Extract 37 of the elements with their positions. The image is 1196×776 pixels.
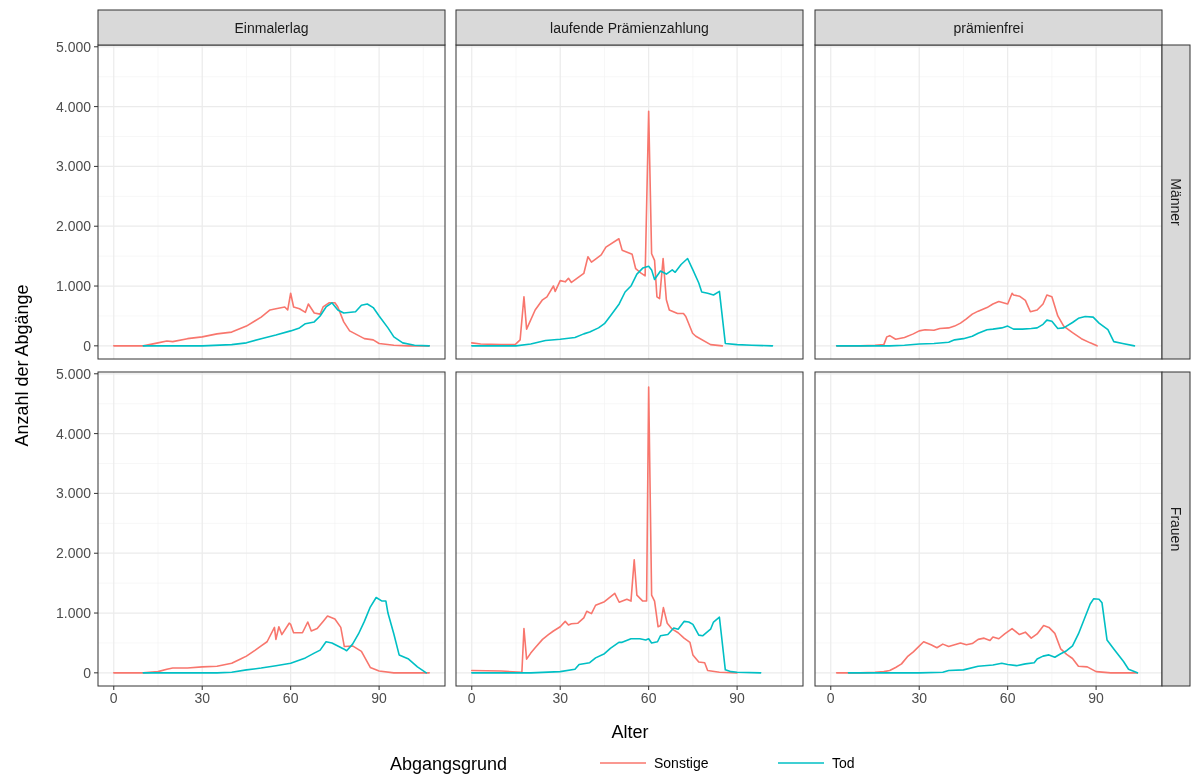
legend-label: Tod — [832, 755, 855, 771]
x-tick-label: 0 — [109, 690, 118, 706]
y-tick-label: 2.000 — [55, 218, 92, 235]
x-tick-label: 30 — [911, 690, 928, 706]
y-tick-label: 0 — [83, 664, 92, 681]
x-tick-label: 60 — [282, 690, 299, 706]
text: Frauen — [1168, 506, 1184, 552]
y-axis-title: Anzahl der Abgänge — [12, 284, 32, 447]
x-tick-label: 60 — [640, 690, 657, 706]
line-series — [112, 615, 431, 674]
x-tick-label: 0 — [826, 690, 835, 706]
x-axis-title: Alter — [611, 722, 649, 742]
legend-label: Sonstige — [654, 755, 709, 771]
chart-title: prämienfrei — [953, 20, 1024, 36]
chart-title: laufende Prämienzahlung — [550, 20, 709, 36]
y-tick-label: 3.000 — [55, 485, 92, 502]
x-tick-label: 90 — [1088, 690, 1105, 706]
y-tick-label: 0 — [83, 337, 92, 354]
y-tick-label: 4.000 — [55, 98, 92, 115]
y-tick-label: 5.000 — [55, 38, 92, 55]
x-tick-label: 60 — [999, 690, 1016, 706]
chart-title: Einmalerlag — [234, 20, 309, 36]
y-tick-label: 5.000 — [55, 365, 92, 382]
x-tick-label: 30 — [552, 690, 569, 706]
y-tick-label: 1.000 — [55, 278, 92, 295]
y-tick-label: 4.000 — [55, 425, 92, 442]
line-series — [142, 301, 431, 347]
legend-title: Abgangsgrund — [390, 754, 508, 774]
y-tick-label: 3.000 — [55, 158, 92, 175]
x-tick-label: 90 — [729, 690, 746, 706]
line-series — [142, 596, 428, 674]
x-tick-label: 0 — [467, 690, 476, 706]
y-tick-label: 1.000 — [55, 605, 92, 622]
x-tick-label: 90 — [371, 690, 388, 706]
text: Männer — [1168, 178, 1184, 227]
x-tick-label: 30 — [194, 690, 211, 706]
y-tick-label: 2.000 — [55, 545, 92, 562]
